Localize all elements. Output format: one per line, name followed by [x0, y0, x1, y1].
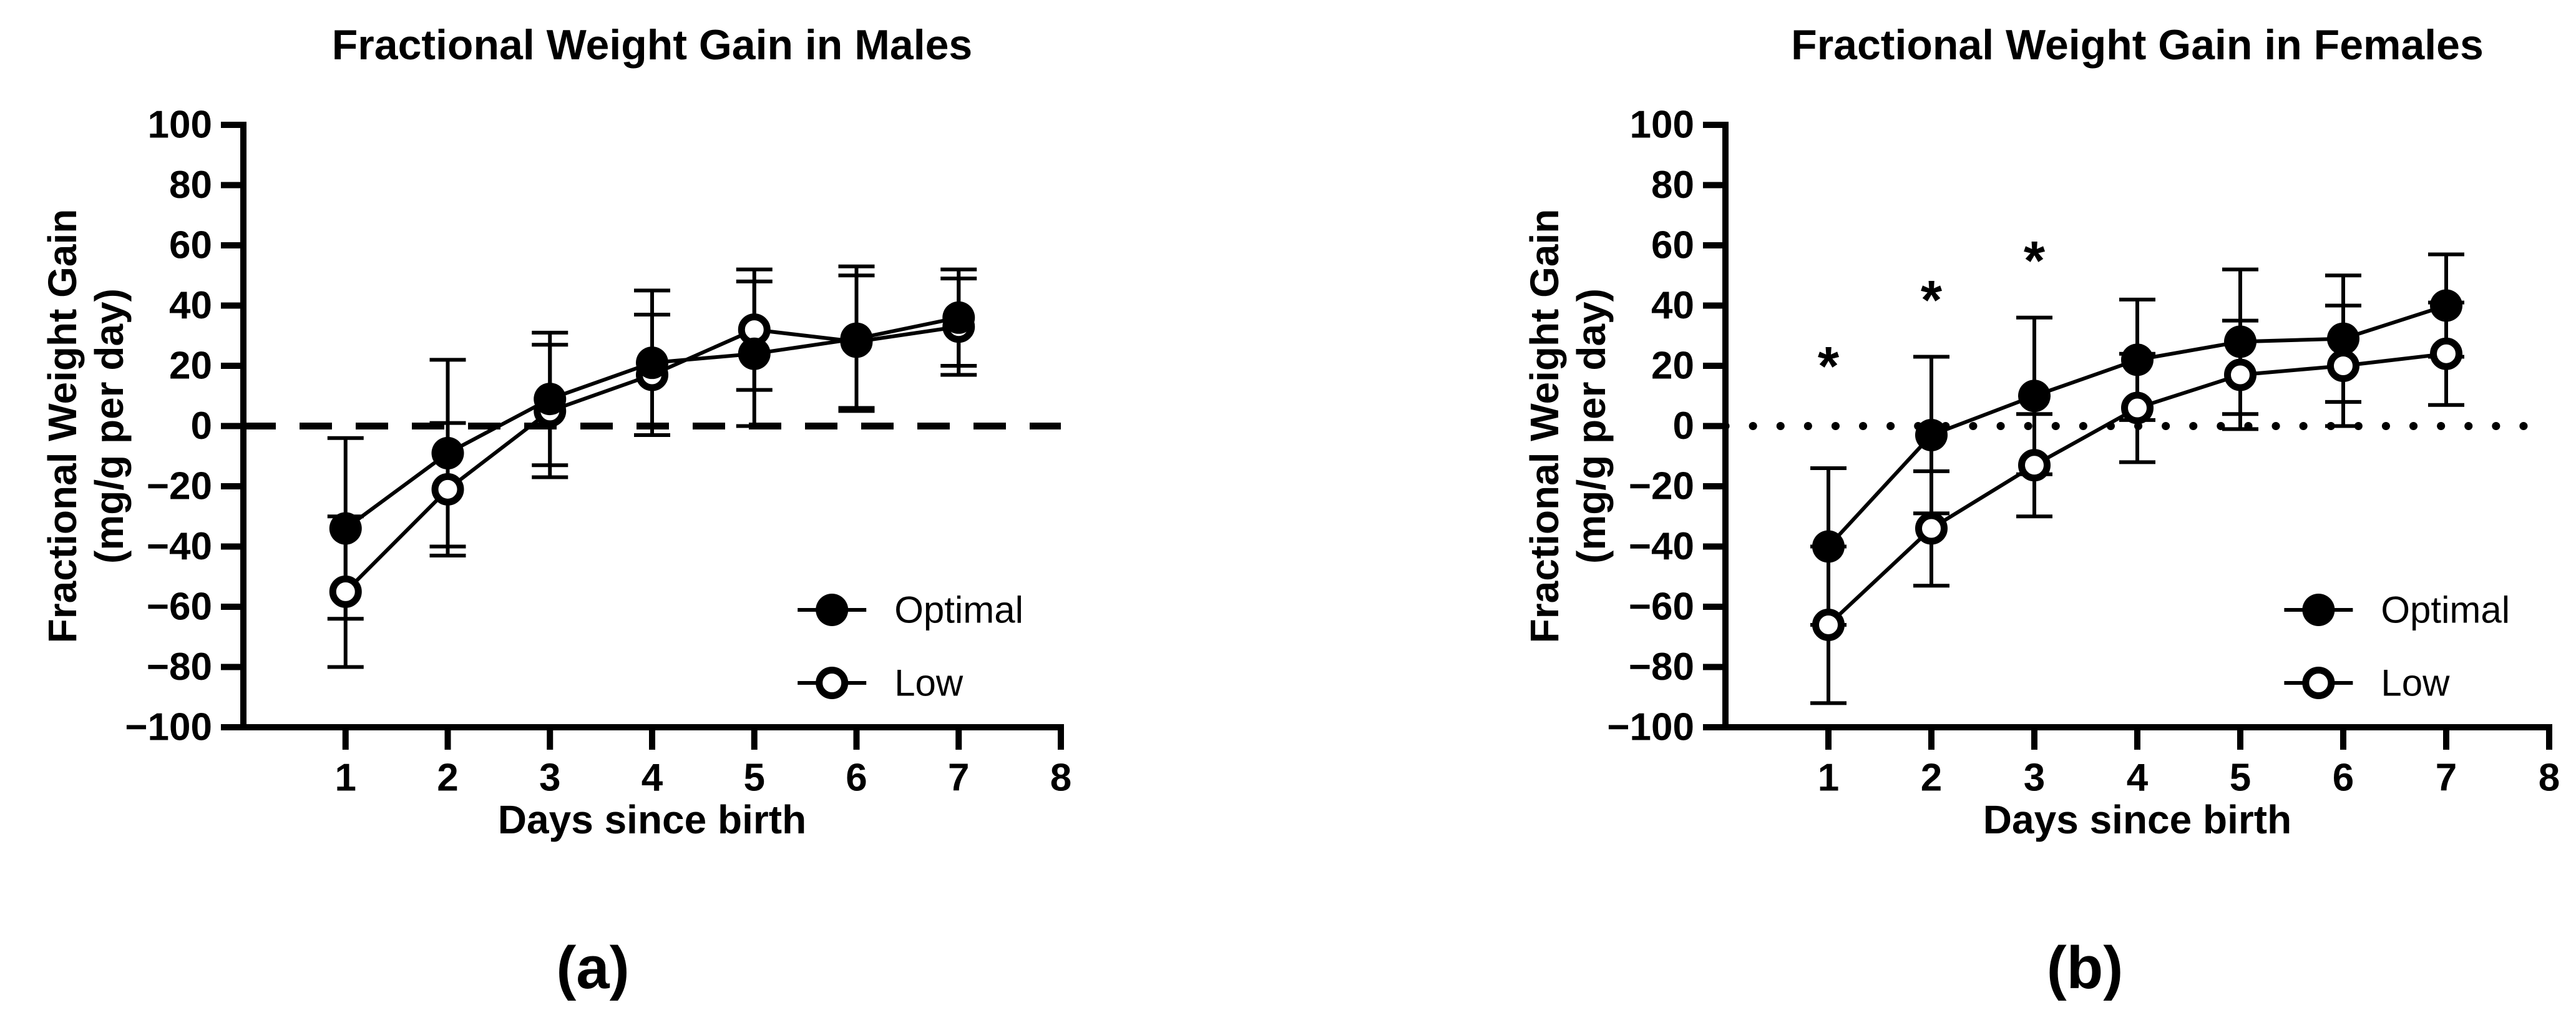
open-circle-marker — [1812, 608, 1845, 641]
filled-circle-marker — [2327, 322, 2359, 355]
filled-circle-marker — [2018, 380, 2051, 413]
significance-asterisk: * — [1818, 335, 1840, 397]
significance-asterisk: * — [2024, 230, 2046, 292]
chart-title: Fractional Weight Gain in Females — [1791, 21, 2484, 69]
y-tick-label: −100 — [1607, 706, 1694, 749]
filled-circle-marker — [2224, 325, 2256, 358]
y-tick-label: 80 — [1651, 164, 1694, 207]
x-tick-label: 4 — [642, 757, 663, 800]
y-tick-label: 40 — [169, 284, 212, 327]
filled-circle-marker — [738, 337, 771, 370]
x-tick-label: 8 — [1050, 757, 1071, 800]
x-tick-label: 7 — [948, 757, 969, 800]
y-axis-label-line2: (mg/g per day) — [87, 288, 132, 564]
y-tick-label: −40 — [147, 525, 212, 568]
series-markers-low — [1812, 337, 2462, 641]
x-tick-label: 2 — [437, 757, 458, 800]
open-circle-marker — [2121, 391, 2154, 424]
x-axis-label: Days since birth — [498, 797, 806, 842]
y-axis-label-line1: Fractional Weight Gain — [1522, 209, 1567, 644]
legend-label: Low — [894, 662, 964, 704]
y-tick-label: 60 — [169, 224, 212, 267]
y-tick-label: −100 — [125, 706, 212, 749]
filled-circle-marker — [2121, 343, 2154, 376]
x-tick-label: 6 — [846, 757, 867, 800]
significance-asterisk: * — [1921, 268, 1943, 330]
y-tick-label: 100 — [1630, 104, 1694, 147]
open-circle-marker — [1915, 512, 1948, 545]
y-axis-label-line1: Fractional Weight Gain — [40, 209, 85, 644]
y-tick-label: 0 — [1673, 405, 1694, 448]
filled-circle-marker — [431, 436, 464, 469]
panel-label-b: (b) — [2046, 934, 2124, 1001]
open-circle-marker — [329, 575, 362, 608]
filled-circle-marker — [2430, 289, 2462, 322]
y-tick-label: 40 — [1651, 284, 1694, 327]
y-tick-label: −20 — [1629, 465, 1694, 508]
x-tick-label: 3 — [539, 757, 560, 800]
y-tick-label: 60 — [1651, 224, 1694, 267]
y-tick-label: 20 — [169, 345, 212, 388]
open-circle-marker — [2327, 350, 2359, 382]
chart-title: Fractional Weight Gain in Males — [332, 21, 972, 69]
series-markers-optimal — [1812, 289, 2462, 563]
panel-label-a: (a) — [556, 934, 630, 1001]
chart-panel-females: Fractional Weight Gain in Females1008060… — [1522, 21, 2560, 842]
legend: Optimal Low — [798, 589, 1023, 704]
legend-label: Optimal — [894, 589, 1023, 631]
x-tick-label: 5 — [2230, 757, 2251, 800]
filled-circle-marker — [636, 346, 668, 380]
y-tick-label: −60 — [147, 586, 212, 629]
y-tick-label: −60 — [1629, 586, 1694, 629]
x-tick-label: 1 — [1818, 757, 1839, 800]
open-circle-marker — [2430, 337, 2462, 370]
filled-circle-marker — [840, 322, 873, 355]
legend-filled-circle-marker — [2302, 594, 2335, 626]
filled-circle-marker — [329, 512, 362, 545]
x-tick-label: 6 — [2333, 757, 2354, 800]
filled-circle-marker — [1915, 418, 1948, 451]
series-markers-optimal — [329, 301, 975, 545]
chart-panel-males: Fractional Weight Gain in Males100806040… — [40, 21, 1071, 842]
filled-circle-marker — [534, 383, 567, 416]
x-tick-label: 4 — [2127, 757, 2149, 800]
legend-label: Low — [2381, 662, 2450, 704]
x-axis-label: Days since birth — [1983, 797, 2291, 842]
y-tick-label: −40 — [1629, 525, 1694, 568]
x-tick-label: 5 — [744, 757, 765, 800]
y-tick-label: −20 — [147, 465, 212, 508]
legend-filled-circle-marker — [816, 594, 849, 626]
filled-circle-marker — [942, 301, 975, 334]
x-tick-label: 2 — [1921, 757, 1942, 800]
open-circle-marker — [2224, 358, 2256, 391]
y-tick-label: 0 — [191, 405, 212, 448]
y-tick-label: −80 — [1629, 645, 1694, 689]
legend-open-circle-marker — [816, 667, 849, 699]
legend: Optimal Low — [2284, 589, 2510, 704]
open-circle-marker — [2018, 449, 2051, 482]
x-tick-label: 1 — [335, 757, 356, 800]
y-axis-label-line2: (mg/g per day) — [1569, 288, 1614, 564]
y-tick-label: 20 — [1651, 345, 1694, 388]
y-tick-label: 100 — [148, 104, 212, 147]
open-circle-marker — [431, 473, 464, 506]
legend-open-circle-marker — [2302, 667, 2335, 699]
legend-label: Optimal — [2381, 589, 2510, 631]
x-tick-label: 3 — [2024, 757, 2045, 800]
x-tick-label: 8 — [2539, 757, 2560, 800]
filled-circle-marker — [1812, 530, 1845, 563]
x-tick-label: 7 — [2436, 757, 2457, 800]
y-tick-label: −80 — [147, 645, 212, 689]
y-tick-label: 80 — [169, 164, 212, 207]
